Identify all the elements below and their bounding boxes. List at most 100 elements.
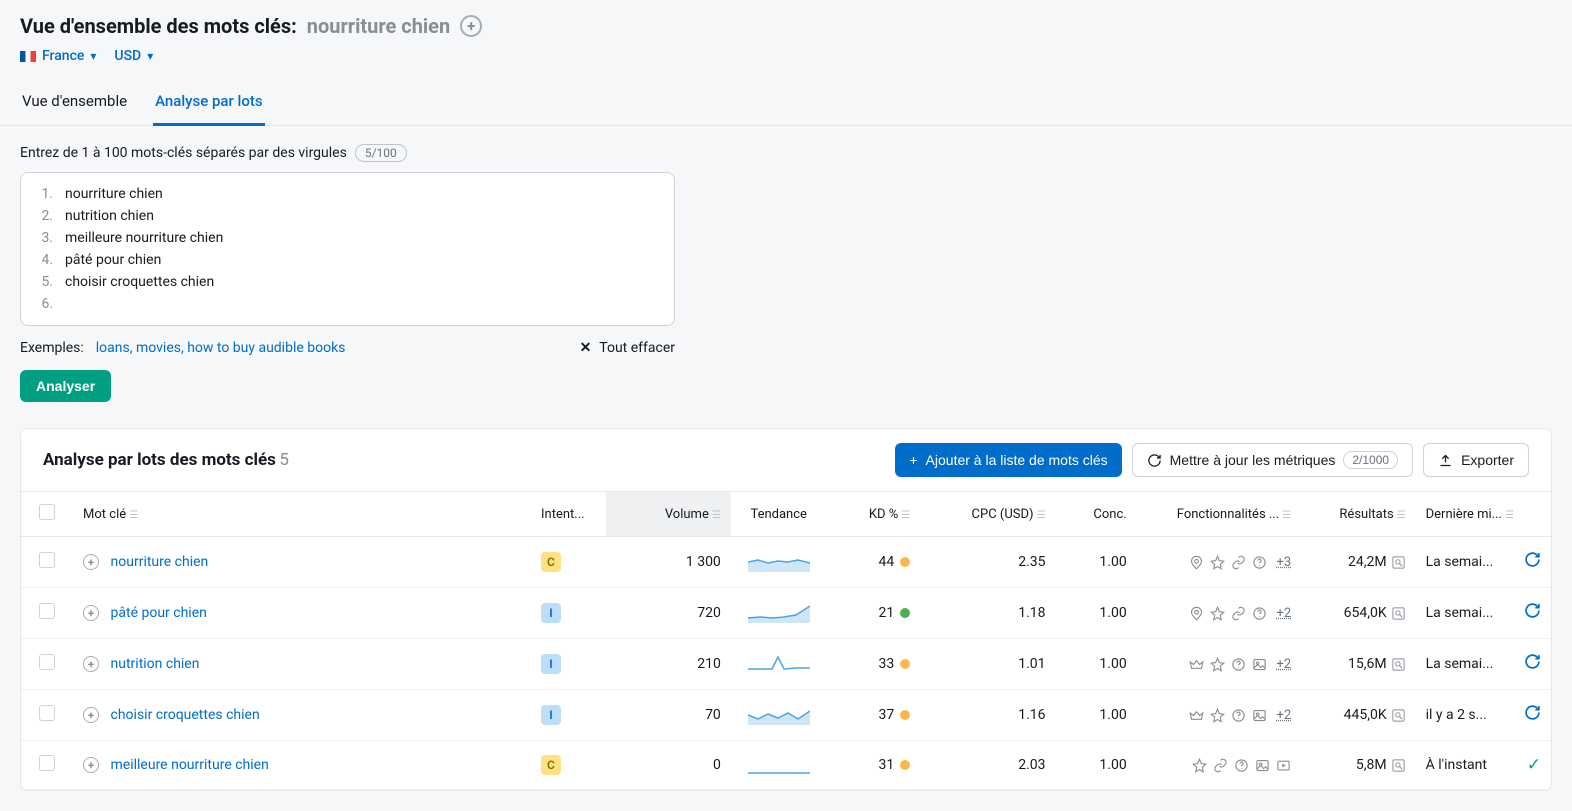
country-dropdown[interactable]: France ▾ [20,48,96,64]
table-row: + pâté pour chien I 720 21 1.18 1.00 +2 … [21,588,1551,639]
col-volume[interactable]: Volume☰ [606,492,731,537]
more-features[interactable]: +2 [1276,708,1291,723]
refresh-icon[interactable] [1524,602,1541,624]
examples-link[interactable]: loans, movies, how to buy audible books [96,340,346,356]
tab-overview[interactable]: Vue d'ensemble [20,86,129,125]
more-features[interactable]: +2 [1276,657,1291,672]
i-link-icon [1231,606,1246,621]
update-metrics-button[interactable]: Mettre à jour les métriques 2/1000 [1132,443,1413,477]
more-features[interactable]: +2 [1276,606,1291,621]
add-keyword-icon[interactable]: + [460,15,482,37]
serp-icon[interactable] [1391,555,1406,570]
trend-sparkline [748,603,810,623]
serp-icon[interactable] [1391,758,1406,773]
i-pin-icon [1189,555,1204,570]
table-row: + nourriture chien C 1 300 44 2.35 1.00 … [21,537,1551,588]
kw-line-number: 5. [37,271,53,293]
table-row: + nutrition chien I 210 33 1.01 1.00 +2 … [21,639,1551,690]
select-all-checkbox[interactable] [39,504,55,520]
kw-line-text: choisir croquettes chien [65,271,214,293]
kw-line-text: nutrition chien [65,205,154,227]
kd-cell: 31 [827,741,921,790]
cpc-cell: 1.01 [920,639,1055,690]
serp-icon[interactable] [1391,657,1406,672]
conc-cell: 1.00 [1056,537,1137,588]
tab-bulk-analysis[interactable]: Analyse par lots [153,86,265,126]
row-checkbox[interactable] [39,654,55,670]
i-star-icon [1210,657,1225,672]
export-label: Exporter [1461,452,1514,468]
col-intent[interactable]: Intent... [531,492,606,537]
add-to-list-button[interactable]: + Ajouter à la liste de mots clés [895,443,1121,477]
chevron-down-icon: ▾ [90,49,96,63]
trend-sparkline [748,755,810,775]
bulk-input-label: Entrez de 1 à 100 mots-clés séparés par … [20,145,347,161]
keyword-link[interactable]: nourriture chien [111,554,209,570]
row-checkbox[interactable] [39,552,55,568]
conc-cell: 1.00 [1056,741,1137,790]
keyword-link[interactable]: meilleure nourriture chien [111,757,269,773]
more-features[interactable]: +3 [1276,555,1291,570]
check-icon: ✓ [1527,755,1541,775]
col-keyword[interactable]: Mot clé☰ [73,492,531,537]
i-crown-icon [1189,708,1204,723]
i-star-icon [1192,758,1207,773]
kd-cell: 44 [827,537,921,588]
kw-line-text: meilleure nourriture chien [65,227,223,249]
refresh-icon[interactable] [1524,551,1541,573]
currency-dropdown[interactable]: USD ▾ [114,48,153,64]
col-results[interactable]: Résultats☰ [1301,492,1415,537]
add-keyword-icon[interactable]: + [83,656,99,672]
i-q-icon [1234,758,1249,773]
close-icon: ✕ [580,340,592,356]
kd-dot-icon [900,760,910,770]
flag-france-icon [20,51,36,62]
conc-cell: 1.00 [1056,588,1137,639]
kw-line-text: nourriture chien [65,183,163,205]
volume-cell: 70 [606,690,731,741]
serp-icon[interactable] [1391,606,1406,621]
col-kd[interactable]: KD %☰ [827,492,921,537]
kd-dot-icon [900,608,910,618]
add-keyword-icon[interactable]: + [83,707,99,723]
add-keyword-icon[interactable]: + [83,605,99,621]
trend-sparkline [748,654,810,674]
refresh-icon[interactable] [1524,653,1541,675]
sort-icon: ☰ [901,510,910,521]
i-star-icon [1210,555,1225,570]
keyword-link[interactable]: pâté pour chien [111,605,207,621]
intent-badge: I [541,603,561,623]
add-keyword-icon[interactable]: + [83,757,99,773]
row-checkbox[interactable] [39,755,55,771]
serp-icon[interactable] [1391,708,1406,723]
update-metrics-label: Mettre à jour les métriques [1170,452,1336,468]
i-q-icon [1231,708,1246,723]
cpc-cell: 1.18 [920,588,1055,639]
col-last-update[interactable]: Dernière mi...☰ [1416,492,1551,537]
analyze-button[interactable]: Analyser [20,370,111,402]
clear-all-button[interactable]: ✕ Tout effacer [580,340,675,356]
kw-line-number: 6. [37,293,53,315]
col-cpc[interactable]: CPC (USD)☰ [920,492,1055,537]
kd-dot-icon [900,710,910,720]
keyword-link[interactable]: choisir croquettes chien [111,707,260,723]
export-button[interactable]: Exporter [1423,443,1529,477]
upload-icon [1438,453,1453,468]
i-star-icon [1210,708,1225,723]
refresh-icon[interactable] [1524,704,1541,726]
keywords-input[interactable]: 1.nourriture chien2.nutrition chien3.mei… [20,172,675,326]
results-cell: 15,6M [1301,639,1415,690]
i-q-icon [1252,555,1267,570]
sort-icon: ☰ [129,510,138,521]
row-checkbox[interactable] [39,705,55,721]
row-checkbox[interactable] [39,603,55,619]
add-keyword-icon[interactable]: + [83,554,99,570]
i-star-icon [1210,606,1225,621]
col-conc[interactable]: Conc. [1056,492,1137,537]
col-trend[interactable]: Tendance [731,492,827,537]
i-img-icon [1255,758,1270,773]
intent-badge: I [541,654,561,674]
currency-label: USD [114,48,141,64]
col-features[interactable]: Fonctionnalités ...☰ [1137,492,1301,537]
keyword-link[interactable]: nutrition chien [111,656,200,672]
